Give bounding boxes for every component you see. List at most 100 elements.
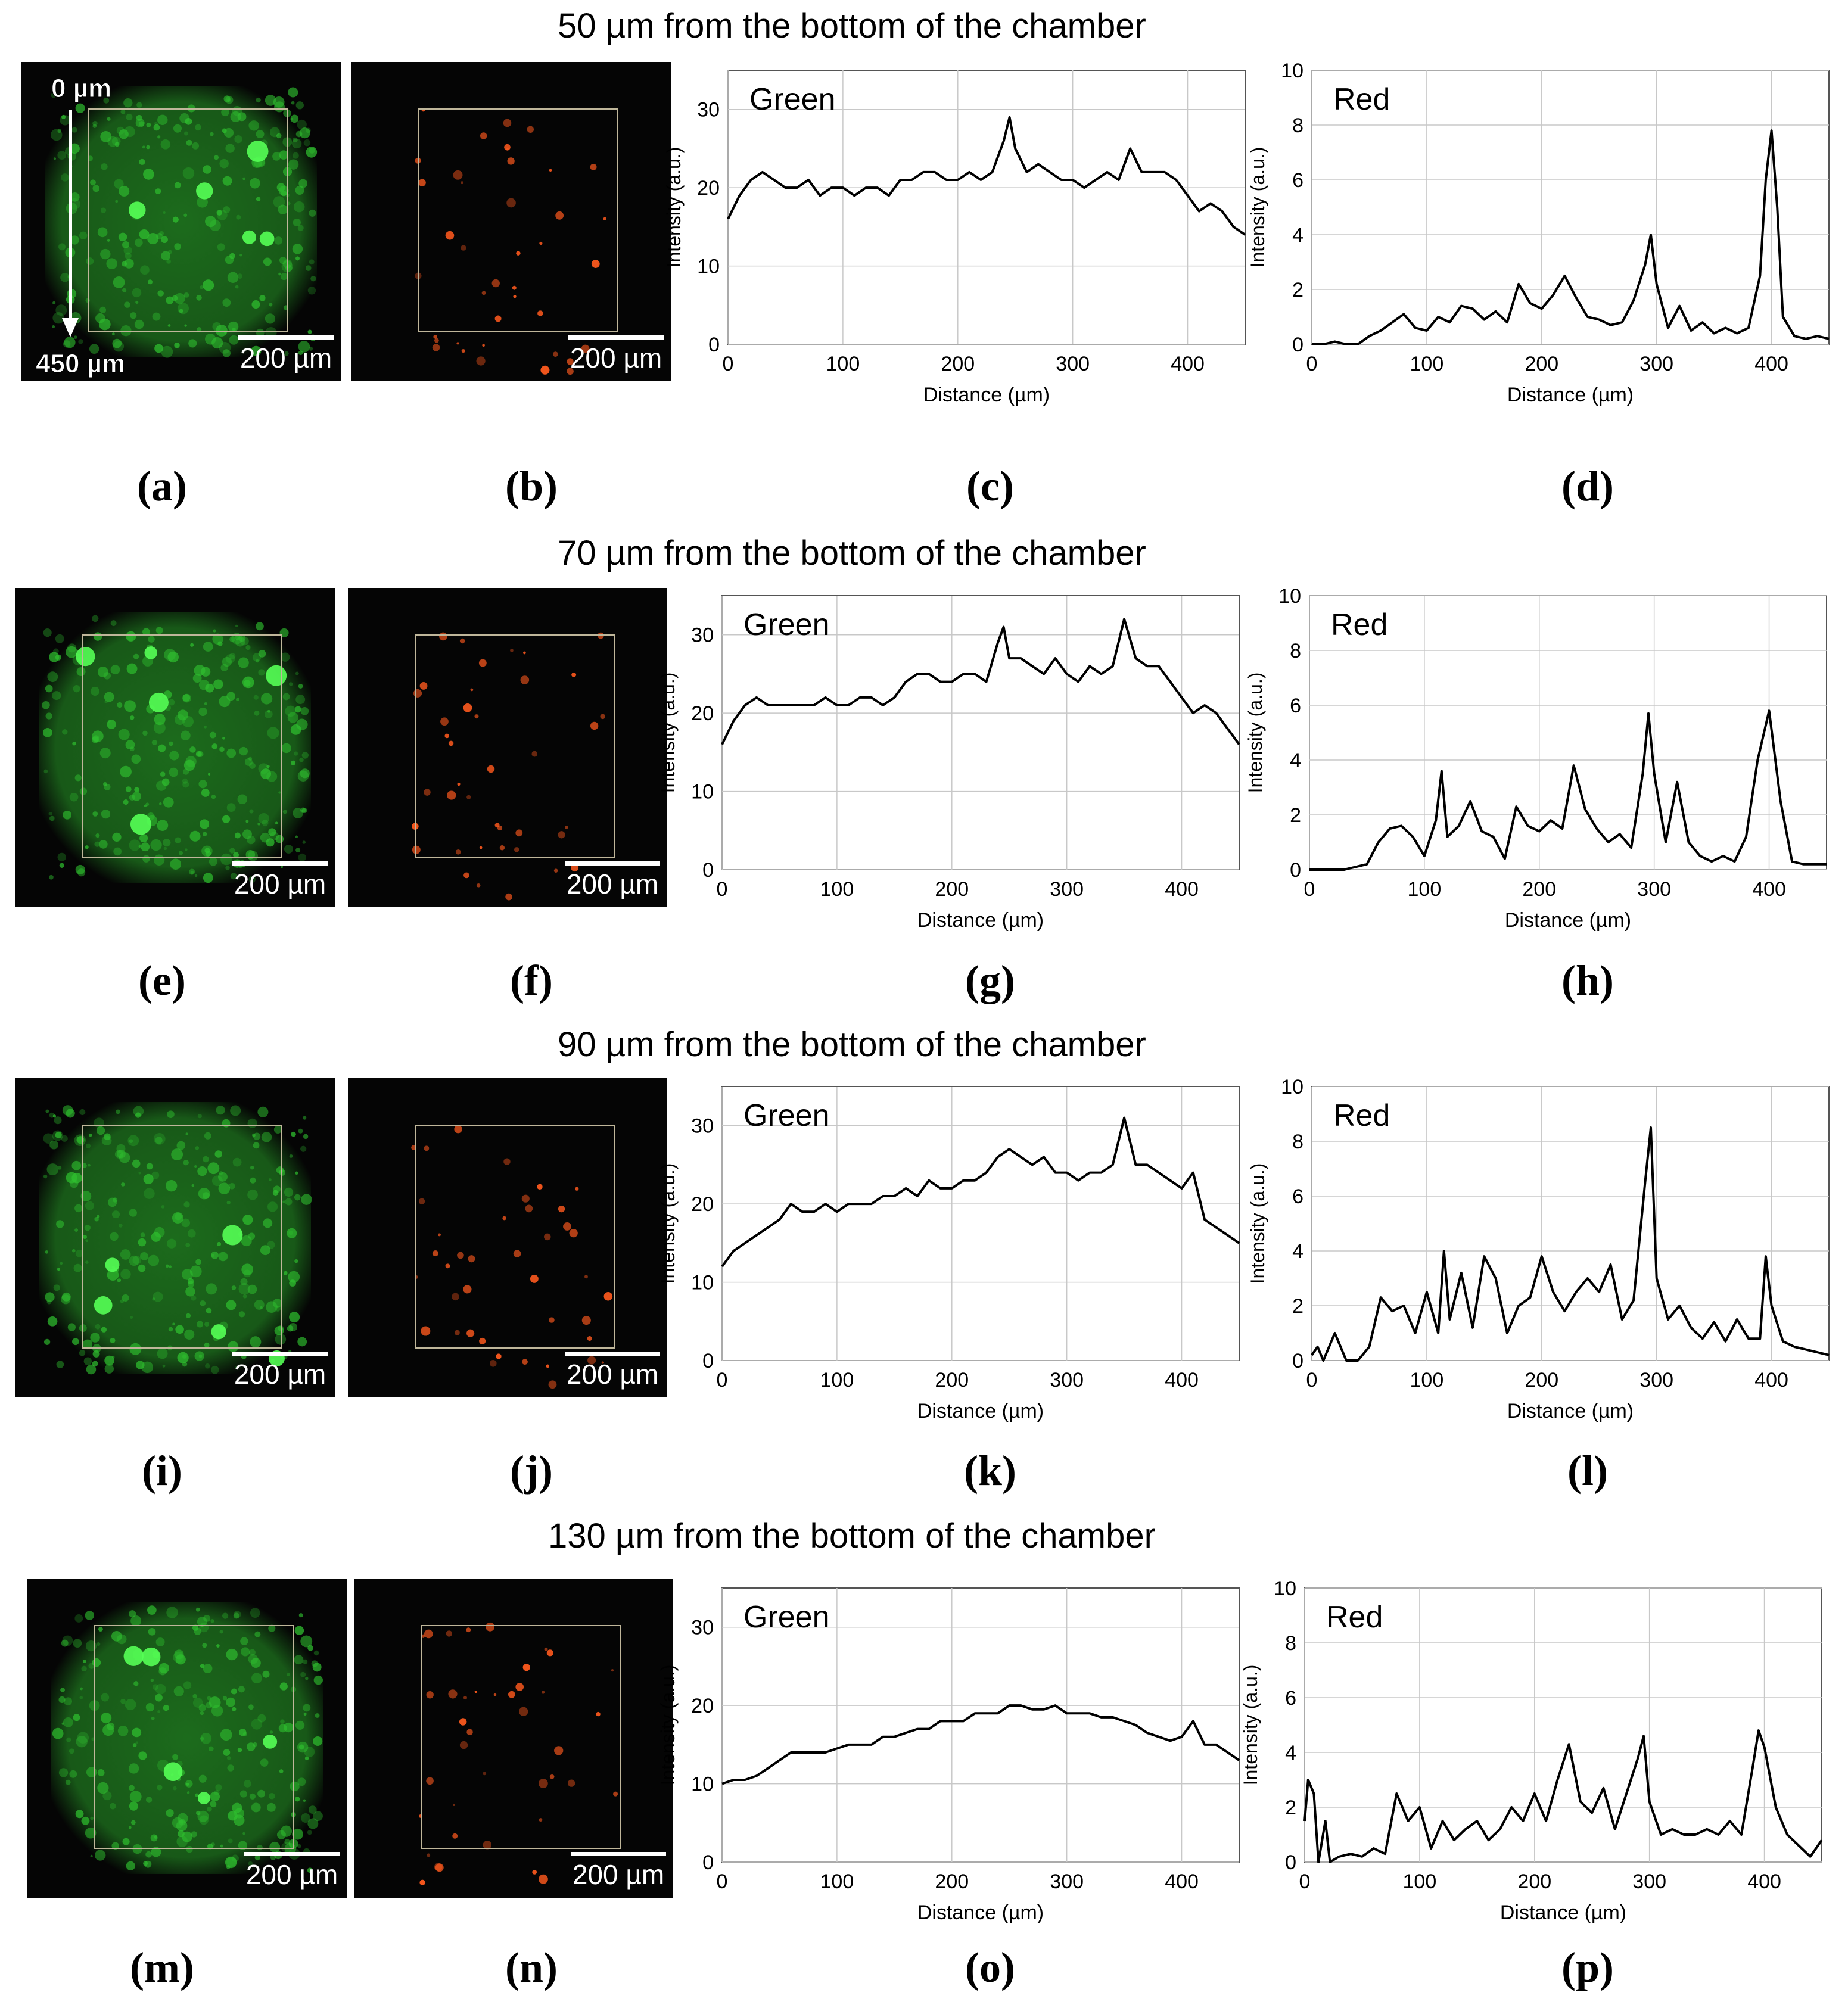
fluorescent-spot: [147, 233, 159, 245]
fluorescent-spot: [155, 188, 161, 195]
bright-spot: [163, 1762, 183, 1782]
fluorescent-spot: [226, 1648, 238, 1661]
fluorescent-spot: [191, 1831, 197, 1838]
fluorescent-spot: [216, 325, 228, 337]
x-tick-label: 200: [1522, 878, 1556, 901]
plot-h-red-profile: 0 100 200 300 400 0 2 4 6 8 10 Red Distance (µm) Inte…: [1245, 585, 1827, 932]
fluorescent-spot: [300, 706, 309, 715]
red-fluorescence-texture: [419, 1622, 618, 1886]
fluorescent-spot: [280, 273, 288, 281]
red-spot: [521, 1194, 530, 1203]
fluorescent-spot: [260, 768, 272, 779]
fluorescent-spot: [111, 1210, 120, 1219]
fluorescent-spot: [298, 1744, 304, 1750]
fluorescent-spot: [184, 1329, 195, 1340]
red-spot: [440, 717, 449, 726]
x-tick-label: 100: [1410, 1369, 1444, 1391]
fluorescent-spot: [242, 829, 252, 839]
x-tick-label: 400: [1165, 878, 1199, 901]
fluorescent-spot: [195, 1793, 199, 1797]
red-spot: [522, 1664, 530, 1671]
fluorescent-spot: [219, 342, 231, 354]
fluorescent-spot: [126, 631, 136, 642]
fluorescent-spot: [175, 1325, 184, 1334]
fluorescent-spot: [155, 1683, 166, 1695]
fluorescent-spot: [120, 765, 132, 778]
fluorescent-spot: [292, 138, 302, 149]
fluorescent-spot: [63, 1717, 73, 1727]
fluorescent-spot: [103, 672, 111, 680]
fluorescent-spot: [295, 671, 299, 675]
fluorescent-spot: [219, 1630, 223, 1634]
fluorescent-spot: [304, 1756, 309, 1761]
fluorescent-spot: [228, 321, 239, 332]
red-spot: [558, 831, 565, 839]
fluorescent-spot: [174, 243, 181, 250]
fluorescent-spot: [198, 780, 207, 789]
fluorescent-spot: [61, 1639, 69, 1647]
fluorescent-spot: [152, 312, 161, 321]
fluorescent-spot: [228, 1838, 233, 1844]
scale-bar: 200 µm: [232, 1352, 328, 1390]
fluorescent-spot: [299, 757, 304, 762]
intensity-trace: [1309, 709, 1827, 871]
green-fluorescence-texture: [45, 86, 318, 358]
fluorescent-spot: [145, 1851, 152, 1858]
panel-label: (i): [142, 1447, 182, 1495]
red-spot: [568, 1779, 575, 1787]
fluorescent-spot: [195, 1810, 201, 1816]
bright-spot: [148, 692, 169, 712]
fluorescent-spot: [250, 178, 260, 189]
fluorescent-spot: [216, 1106, 225, 1115]
fluorescent-spot: [172, 295, 178, 301]
fluorescent-spot: [248, 756, 253, 761]
fluorescent-spot: [94, 841, 100, 847]
fluorescent-spot: [207, 1696, 211, 1701]
fluorescent-spot: [200, 1300, 206, 1306]
fluorescent-spot: [205, 334, 216, 345]
red-spot: [504, 144, 511, 151]
fluorescent-spot: [254, 1855, 260, 1861]
fluorescent-spot: [223, 127, 234, 138]
fluorescent-spot: [287, 712, 298, 723]
fluorescent-spot: [62, 729, 68, 735]
fluorescent-spot: [104, 1133, 111, 1141]
fluorescent-spot: [281, 743, 291, 754]
fluorescent-spot: [183, 213, 188, 217]
scale-bar: 200 µm: [568, 335, 664, 374]
fluorescent-spot: [43, 769, 48, 774]
fluorescent-spot: [303, 1116, 307, 1120]
fluorescent-spot: [300, 768, 310, 779]
x-axis-label: Distance (µm): [917, 1901, 1044, 1924]
fluorescent-spot: [278, 272, 281, 276]
scale-bar: 200 µm: [244, 1852, 340, 1891]
fluorescent-spot: [242, 1294, 247, 1299]
fluorescent-spot: [195, 1259, 202, 1265]
fluorescent-spot: [248, 1649, 256, 1656]
x-tick-label: 300: [1050, 878, 1084, 901]
red-spot: [481, 291, 486, 295]
fluorescent-spot: [177, 709, 188, 721]
bright-spot: [259, 231, 275, 247]
fluorescent-spot: [198, 1704, 206, 1712]
fluorescent-spot: [138, 1238, 147, 1247]
depth-bottom-label: 450 µm: [35, 349, 126, 379]
panel-label: (e): [138, 957, 186, 1004]
fluorescent-spot: [152, 1297, 155, 1301]
fluorescent-spot: [194, 1165, 197, 1168]
fluorescent-spot: [222, 298, 231, 307]
fluorescent-spot: [155, 1637, 165, 1647]
x-tick-label: 300: [1056, 353, 1090, 375]
fluorescent-spot: [92, 1350, 100, 1358]
bright-spot: [94, 1296, 113, 1315]
fluorescent-spot: [168, 699, 175, 706]
bright-spot: [123, 1646, 144, 1666]
fluorescent-spot: [222, 1612, 229, 1619]
red-spot: [466, 1329, 475, 1337]
fluorescent-spot: [82, 1339, 93, 1350]
fluorescent-spot: [145, 1702, 154, 1712]
fluorescent-spot: [231, 1688, 237, 1695]
fluorescent-spot: [111, 1842, 119, 1850]
fluorescent-spot: [85, 1260, 89, 1264]
red-spot: [539, 1874, 548, 1884]
